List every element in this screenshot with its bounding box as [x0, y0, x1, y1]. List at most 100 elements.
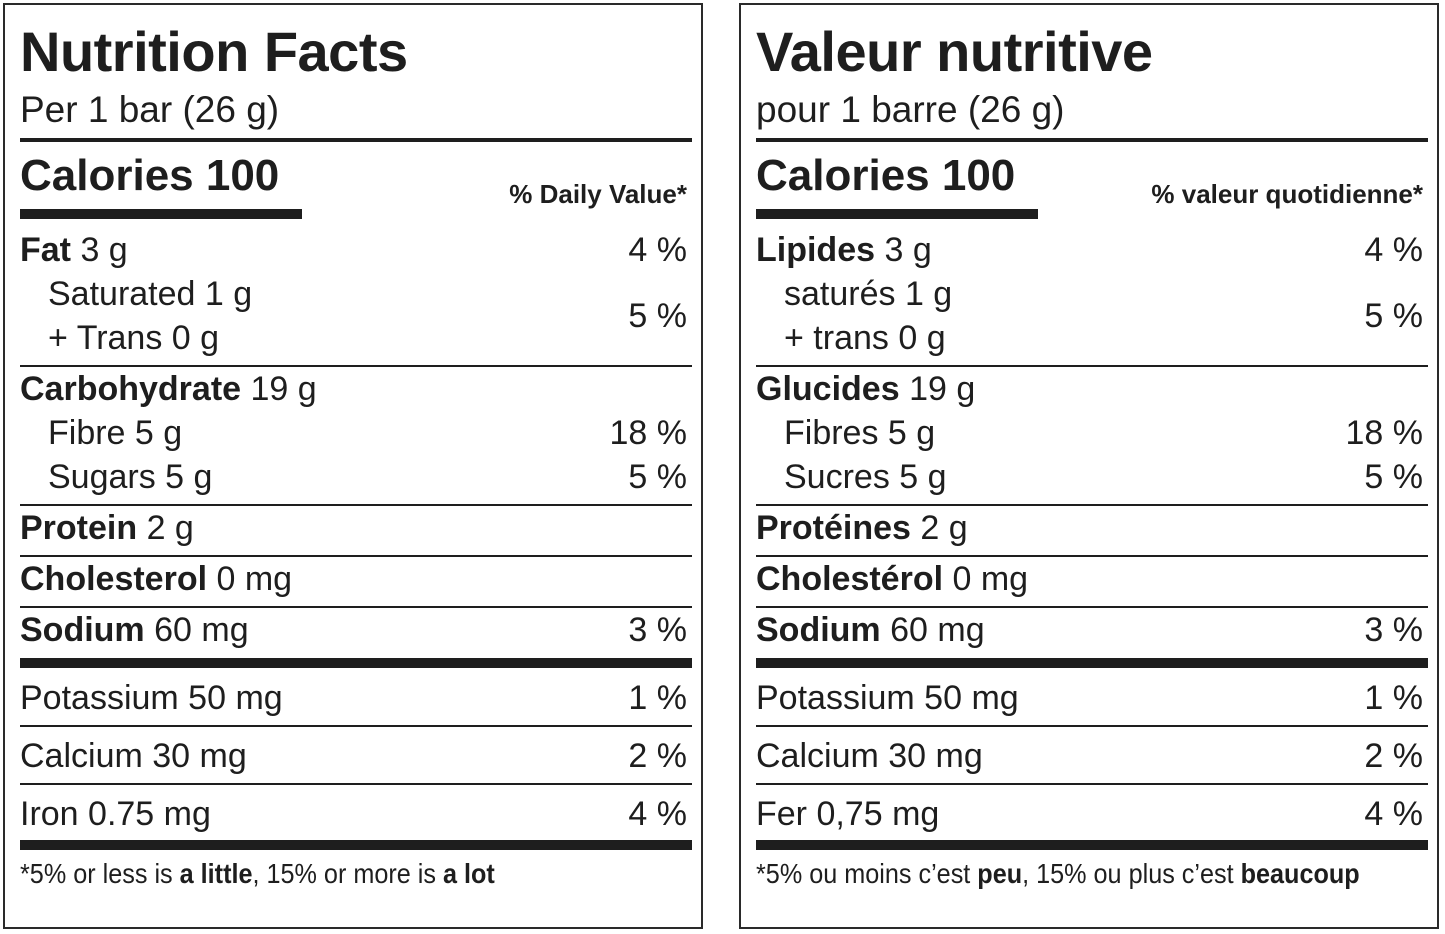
- nutrition-panel: Valeur nutritive pour 1 barre (26 g) Calor…: [739, 3, 1439, 929]
- nutrient-amount: 0 mg: [952, 560, 1029, 598]
- row: Fat 3 g: [20, 228, 687, 272]
- footnote-part: a little: [179, 858, 253, 889]
- nutrient-name: Sodium: [20, 611, 145, 649]
- daily-value: 4 %: [1364, 795, 1423, 833]
- daily-value: 3 %: [1364, 611, 1423, 649]
- daily-value: 4 %: [628, 231, 687, 269]
- nutrient-amount: 60 mg: [154, 611, 249, 649]
- daily-value: 18 %: [1345, 414, 1424, 452]
- row: Sodium 60 mg: [20, 608, 687, 652]
- row: Sodium 60 mg: [756, 608, 1423, 652]
- rule-thin: [756, 725, 1428, 727]
- rule-thin: [756, 606, 1428, 608]
- row: Glucides 19 g: [756, 367, 1423, 411]
- rule-thin: [756, 783, 1428, 785]
- mineral: Calcium 30 mg: [756, 737, 983, 775]
- sub-nutrient: Sucres 5 g: [784, 458, 947, 496]
- rule-thin: [756, 504, 1428, 506]
- daily-value: 4 %: [1364, 231, 1423, 269]
- mineral: Potassium 50 mg: [756, 679, 1019, 717]
- sub-nutrient: saturés 1 g: [784, 275, 953, 313]
- nutrient-name: Cholestérol: [756, 560, 944, 598]
- nutrient-amount: 19 g: [909, 370, 976, 408]
- rule-thick: [20, 138, 692, 142]
- daily-value: 3 %: [628, 611, 687, 649]
- rule-thin: [756, 555, 1428, 557]
- row: Protein 2 g: [20, 506, 687, 550]
- dv-header: % valeur quotidienne*: [1151, 179, 1423, 209]
- daily-value: 2 %: [1364, 737, 1423, 775]
- row: Carbohydrate 19 g: [20, 367, 687, 411]
- rule-thin: [20, 606, 692, 608]
- nutrient-name: Fat: [20, 231, 71, 269]
- nutrient-amount: 60 mg: [890, 611, 985, 649]
- rule-thick: [20, 658, 692, 668]
- mineral: Fer 0,75 mg: [756, 795, 940, 833]
- sub-nutrient: Fibres 5 g: [784, 414, 936, 452]
- row: Protéines 2 g: [756, 506, 1423, 550]
- daily-value: 2 %: [628, 737, 687, 775]
- row: Lipides 3 g: [756, 228, 1423, 272]
- calories-bar: [756, 209, 1038, 219]
- nutrition-panel: Nutrition Facts Per 1 bar (26 g) Calories …: [3, 3, 703, 929]
- sub-nutrient: Fibre 5 g: [48, 414, 183, 452]
- rule-thick: [756, 840, 1428, 850]
- sub-nutrient: + Trans 0 g: [48, 319, 220, 357]
- daily-value: 1 %: [628, 679, 687, 717]
- mineral: Potassium 50 mg: [20, 679, 283, 717]
- dv-header: % Daily Value*: [509, 179, 687, 209]
- sub-nutrient: + trans 0 g: [784, 319, 946, 357]
- panel-title: Valeur nutritive: [756, 20, 1153, 83]
- calories: Calories 100: [756, 151, 1016, 200]
- serving-size: Per 1 bar (26 g): [20, 89, 280, 130]
- mineral: Iron 0.75 mg: [20, 795, 211, 833]
- nutrient-amount: 19 g: [250, 370, 317, 408]
- footnote: *5% or less is a little, 15% or more is …: [20, 856, 495, 892]
- footnote-part: *5% ou moins c’est: [756, 858, 978, 889]
- daily-value: 1 %: [1364, 679, 1423, 717]
- daily-value: 5 %: [1364, 297, 1423, 335]
- nutrient-amount: 0 mg: [216, 560, 293, 598]
- row: Cholesterol 0 mg: [20, 557, 687, 601]
- rule-thick: [756, 138, 1428, 142]
- nutrient-name: Protéines: [756, 509, 911, 547]
- footnote: *5% ou moins c’est peu, 15% ou plus c’es…: [756, 856, 1360, 892]
- nutrient-name: Carbohydrate: [20, 370, 242, 408]
- footnote-part: , 15% ou plus c’est: [1022, 858, 1241, 889]
- nutrient-name: Sodium: [756, 611, 881, 649]
- footnote-part: *5% or less is: [20, 858, 180, 889]
- rule-thick: [756, 658, 1428, 668]
- nutrient-amount: 2 g: [920, 509, 968, 547]
- sub-nutrient: Sugars 5 g: [48, 458, 213, 496]
- daily-value: 18 %: [609, 414, 688, 452]
- panel-title: Nutrition Facts: [20, 20, 408, 83]
- nutrient-name: Cholesterol: [20, 560, 208, 598]
- calories: Calories 100: [20, 151, 280, 200]
- daily-value: 5 %: [628, 297, 687, 335]
- nutrient-name: Protein: [20, 509, 138, 547]
- rule-thin: [756, 365, 1428, 367]
- nutrient-amount: 2 g: [146, 509, 194, 547]
- nutrient-amount: 3 g: [884, 231, 932, 269]
- nutrient-name: Glucides: [756, 370, 900, 408]
- calories-bar: [20, 209, 302, 219]
- footnote-part: , 15% or more is: [252, 858, 443, 889]
- daily-value: 5 %: [1364, 458, 1423, 496]
- serving-size: pour 1 barre (26 g): [756, 89, 1065, 130]
- rule-thin: [20, 725, 692, 727]
- daily-value: 5 %: [628, 458, 687, 496]
- sub-nutrient: Saturated 1 g: [48, 275, 253, 313]
- footnote-part: peu: [977, 858, 1023, 889]
- daily-value: 4 %: [628, 795, 687, 833]
- nutrient-amount: 3 g: [80, 231, 128, 269]
- nutrient-name: Lipides: [756, 231, 876, 269]
- rule-thin: [20, 504, 692, 506]
- rule-thin: [20, 555, 692, 557]
- footnote-part: beaucoup: [1240, 858, 1360, 889]
- rule-thin: [20, 365, 692, 367]
- footnote-part: a lot: [442, 858, 495, 889]
- row: Cholestérol 0 mg: [756, 557, 1423, 601]
- mineral: Calcium 30 mg: [20, 737, 247, 775]
- rule-thick: [20, 840, 692, 850]
